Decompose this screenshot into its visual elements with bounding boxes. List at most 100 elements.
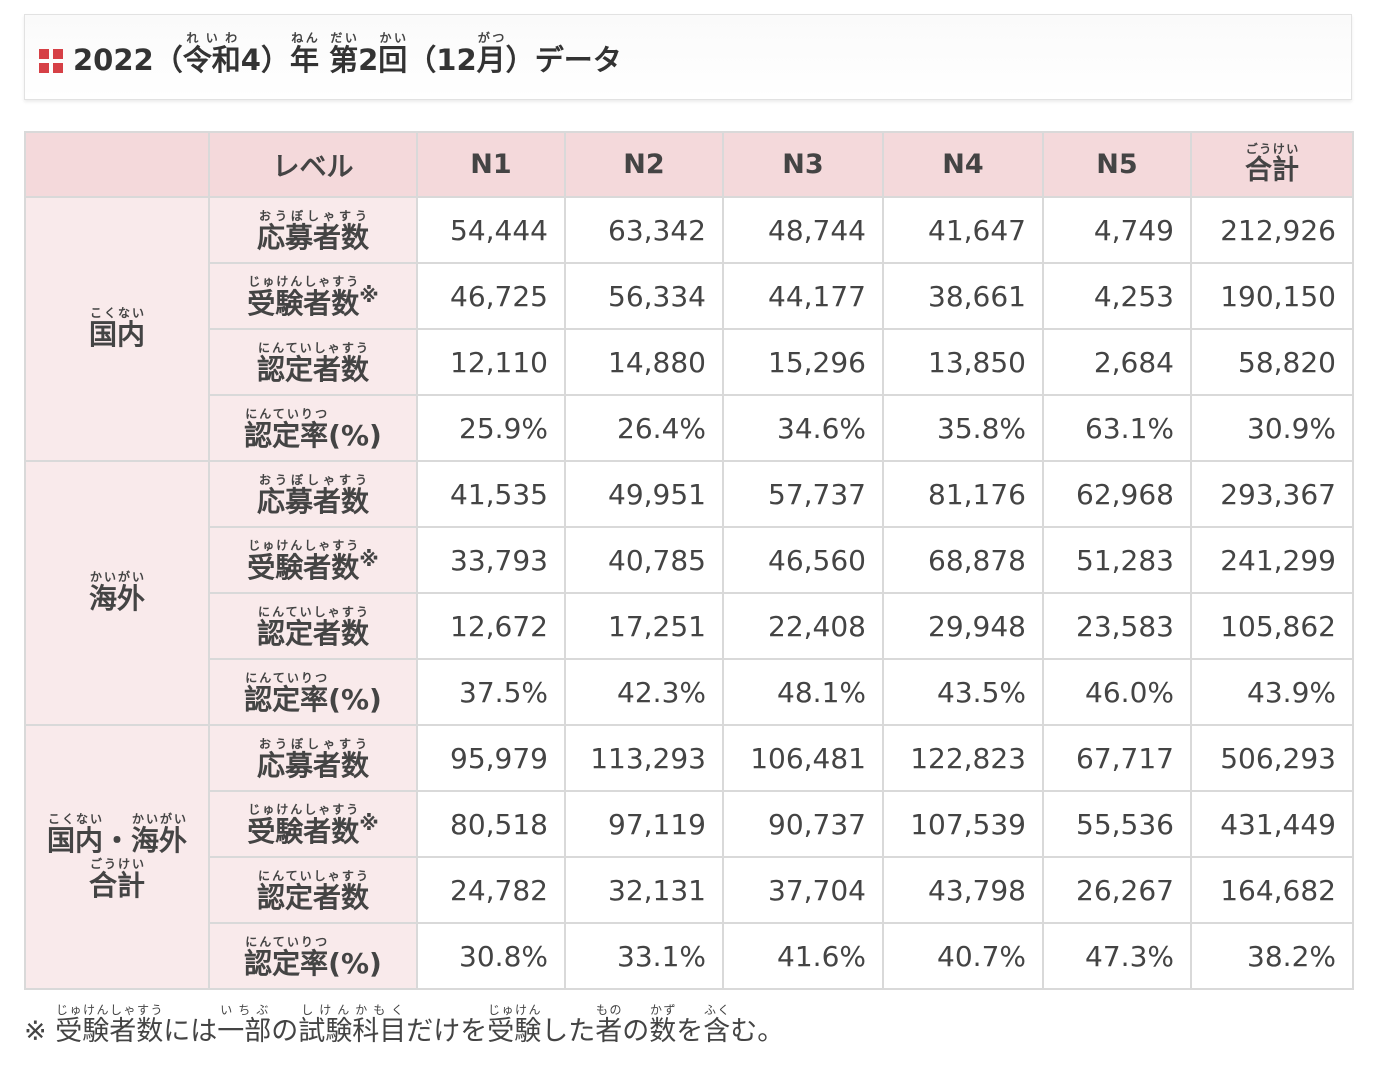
- table-row: 認定率にんていりつ(%) 37.5% 42.3% 48.1% 43.5% 46.0% 43.…: [25, 658, 1354, 726]
- value-cell: 54,444: [416, 196, 566, 264]
- table-row: 海外かいがい 応募者数おうぼしゃすう 41,535 49,951 57,737 81,17…: [24, 460, 1354, 726]
- value-cell: 23,583: [1042, 592, 1192, 660]
- value-cell: 431,449: [1190, 790, 1354, 858]
- metric-label: 受験者数じゅけんしゃすう※: [208, 262, 418, 330]
- value-cell: 38,661: [882, 262, 1044, 330]
- value-cell: 24,782: [416, 856, 566, 924]
- metric-label: 応募者数おうぼしゃすう: [208, 724, 418, 792]
- table-body: 国内こくない 応募者数おうぼしゃすう 54,444 63,342 48,744 41,64…: [24, 196, 1354, 990]
- value-cell: 107,539: [882, 790, 1044, 858]
- page-title-box: 2022（令和れいわ4）年ねん 第だい2回かい（12月がつ）データ: [24, 14, 1352, 100]
- value-cell: 55,536: [1042, 790, 1192, 858]
- value-cell: 80,518: [416, 790, 566, 858]
- value-cell: 63,342: [564, 196, 724, 264]
- value-cell: 293,367: [1190, 460, 1354, 528]
- value-cell: 47.3%: [1042, 922, 1192, 990]
- table-row: 国内こくない 応募者数おうぼしゃすう 54,444 63,342 48,744 41,64…: [24, 196, 1354, 462]
- value-cell: 30.8%: [416, 922, 566, 990]
- value-cell: 164,682: [1190, 856, 1354, 924]
- header-n2: N2: [564, 131, 724, 198]
- header-level: レベル: [208, 131, 418, 198]
- value-cell: 2,684: [1042, 328, 1192, 396]
- value-cell: 12,110: [416, 328, 566, 396]
- value-cell: 48,744: [722, 196, 884, 264]
- value-cell: 81,176: [882, 460, 1044, 528]
- value-cell: 58,820: [1190, 328, 1354, 396]
- metric-label: 認定率にんていりつ(%): [208, 658, 418, 726]
- value-cell: 34.6%: [722, 394, 884, 462]
- value-cell: 57,737: [722, 460, 884, 528]
- header-empty-cell: [24, 131, 210, 198]
- value-cell: 33,793: [416, 526, 566, 594]
- value-cell: 95,979: [416, 724, 566, 792]
- value-cell: 12,672: [416, 592, 566, 660]
- group-overseas-label: 海外かいがい: [24, 460, 210, 726]
- results-table: レベル N1 N2 N3 N4 N5 合計ごうけい 国内こくない 応募者数おうぼし…: [24, 131, 1354, 990]
- value-cell: 51,283: [1042, 526, 1192, 594]
- value-cell: 190,150: [1190, 262, 1354, 330]
- table-row: 受験者数じゅけんしゃすう※ 46,725 56,334 44,177 38,661 4,2…: [25, 262, 1354, 330]
- value-cell: 30.9%: [1190, 394, 1354, 462]
- value-cell: 35.8%: [882, 394, 1044, 462]
- value-cell: 29,948: [882, 592, 1044, 660]
- value-cell: 40.7%: [882, 922, 1044, 990]
- metric-label: 応募者数おうぼしゃすう: [208, 460, 418, 528]
- metric-label: 認定者数にんていしゃすう: [208, 328, 418, 396]
- value-cell: 25.9%: [416, 394, 566, 462]
- value-cell: 43.9%: [1190, 658, 1354, 726]
- header-row: レベル N1 N2 N3 N4 N5 合計ごうけい: [24, 131, 1354, 198]
- table-row: 国内こくない・海外かいがい 合計ごうけい 応募者数おうぼしゃすう 95,979 113,…: [24, 724, 1354, 990]
- value-cell: 56,334: [564, 262, 724, 330]
- value-cell: 113,293: [564, 724, 724, 792]
- value-cell: 212,926: [1190, 196, 1354, 264]
- value-cell: 43.5%: [882, 658, 1044, 726]
- table-row: 認定率にんていりつ(%) 25.9% 26.4% 34.6% 35.8% 63.1% 30.…: [25, 394, 1354, 462]
- header-n3: N3: [722, 131, 884, 198]
- group-domestic-label: 国内こくない: [24, 196, 210, 462]
- value-cell: 506,293: [1190, 724, 1354, 792]
- value-cell: 122,823: [882, 724, 1044, 792]
- value-cell: 40,785: [564, 526, 724, 594]
- value-cell: 37,704: [722, 856, 884, 924]
- metric-label: 受験者数じゅけんしゃすう※: [208, 790, 418, 858]
- value-cell: 241,299: [1190, 526, 1354, 594]
- value-cell: 46,560: [722, 526, 884, 594]
- value-cell: 33.1%: [564, 922, 724, 990]
- value-cell: 68,878: [882, 526, 1044, 594]
- value-cell: 42.3%: [564, 658, 724, 726]
- value-cell: 14,880: [564, 328, 724, 396]
- value-cell: 46.0%: [1042, 658, 1192, 726]
- value-cell: 90,737: [722, 790, 884, 858]
- value-cell: 22,408: [722, 592, 884, 660]
- header-n4: N4: [882, 131, 1044, 198]
- value-cell: 13,850: [882, 328, 1044, 396]
- header-n1: N1: [416, 131, 566, 198]
- value-cell: 41,535: [416, 460, 566, 528]
- value-cell: 38.2%: [1190, 922, 1354, 990]
- value-cell: 97,119: [564, 790, 724, 858]
- group-combined-total-label: 国内こくない・海外かいがい 合計ごうけい: [24, 724, 210, 990]
- table-row: 受験者数じゅけんしゃすう※ 33,793 40,785 46,560 68,878 51,…: [25, 526, 1354, 594]
- header-n5: N5: [1042, 131, 1192, 198]
- value-cell: 37.5%: [416, 658, 566, 726]
- table-row: 認定率にんていりつ(%) 30.8% 33.1% 41.6% 40.7% 47.3% 38.…: [25, 922, 1354, 990]
- value-cell: 105,862: [1190, 592, 1354, 660]
- value-cell: 46,725: [416, 262, 566, 330]
- table-row: 認定者数にんていしゃすう 24,782 32,131 37,704 43,798 26,2…: [25, 856, 1354, 924]
- grid-icon: [39, 49, 65, 75]
- value-cell: 15,296: [722, 328, 884, 396]
- value-cell: 106,481: [722, 724, 884, 792]
- value-cell: 48.1%: [722, 658, 884, 726]
- table-row: 受験者数じゅけんしゃすう※ 80,518 97,119 90,737 107,539 55…: [25, 790, 1354, 858]
- value-cell: 43,798: [882, 856, 1044, 924]
- value-cell: 44,177: [722, 262, 884, 330]
- footnote: ※ 受験者数じゅけんしゃすうには一部いちぶの試験科目しけんかもくだけを受験じゅけ…: [24, 1003, 785, 1047]
- table-row: 認定者数にんていしゃすう 12,672 17,251 22,408 29,948 23,5…: [25, 592, 1354, 660]
- value-cell: 67,717: [1042, 724, 1192, 792]
- value-cell: 62,968: [1042, 460, 1192, 528]
- value-cell: 4,749: [1042, 196, 1192, 264]
- page-title: 2022（令和れいわ4）年ねん 第だい2回かい（12月がつ）データ: [73, 31, 622, 77]
- header-total: 合計ごうけい: [1190, 131, 1354, 198]
- value-cell: 41,647: [882, 196, 1044, 264]
- value-cell: 26.4%: [564, 394, 724, 462]
